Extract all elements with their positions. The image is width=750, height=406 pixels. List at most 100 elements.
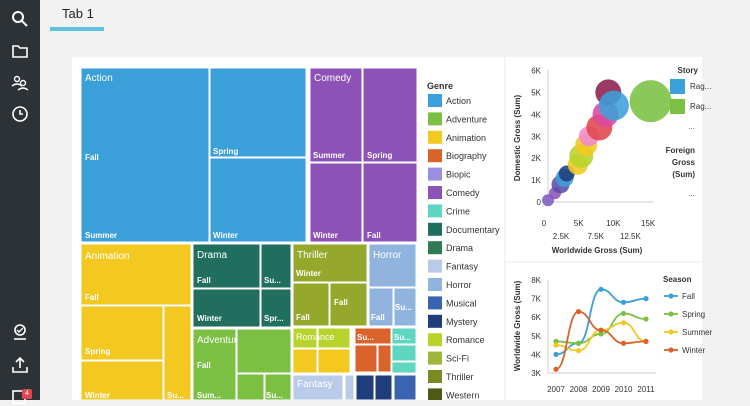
treemap-cell[interactable]: [292, 282, 330, 327]
treemap-cell[interactable]: [393, 374, 417, 400]
season-legend-item[interactable]: Winter: [682, 346, 705, 355]
treemap-cell[interactable]: [192, 328, 237, 400]
treemap-cell[interactable]: [362, 162, 418, 243]
series-point[interactable]: [598, 327, 604, 333]
treemap-cell[interactable]: [317, 327, 351, 349]
clock-icon[interactable]: [11, 105, 29, 123]
series-point[interactable]: [553, 338, 559, 344]
legend-swatch[interactable]: [428, 149, 442, 163]
treemap-cell[interactable]: [309, 162, 363, 243]
series-point[interactable]: [620, 299, 627, 305]
treemap-cell[interactable]: [292, 243, 368, 283]
legend-swatch[interactable]: [428, 112, 442, 126]
line-chart[interactable]: Worldwide Gross (Sum) Season 3K 4K 5K 6K 7K 8…: [513, 275, 713, 394]
legend-swatch[interactable]: [428, 94, 442, 107]
series-point[interactable]: [643, 296, 649, 302]
treemap-cell[interactable]: [209, 67, 307, 158]
treemap[interactable]: Action Fall Summer Spring Winter Comedy Summer…: [80, 67, 418, 400]
treemap-cell[interactable]: [260, 243, 292, 289]
series-point[interactable]: [598, 286, 604, 292]
legend-swatch[interactable]: [428, 259, 442, 273]
bubble-chart[interactable]: Domestic Gross (Sum) Worldwide Gross (Su…: [513, 66, 711, 255]
legend-item[interactable]: Animation: [446, 133, 486, 143]
treemap-cell[interactable]: [393, 287, 417, 327]
series-point[interactable]: [620, 320, 627, 326]
series-line[interactable]: [555, 288, 647, 356]
treemap-cell[interactable]: [368, 243, 417, 288]
treemap-cell[interactable]: [344, 374, 355, 400]
legend-item[interactable]: Musical: [446, 298, 477, 308]
treemap-cell[interactable]: [354, 327, 392, 345]
legend-item[interactable]: Thriller: [446, 372, 474, 382]
treemap-cell[interactable]: [391, 344, 417, 362]
treemap-cell[interactable]: [317, 348, 351, 374]
legend-swatch[interactable]: [428, 204, 442, 218]
series-point[interactable]: [575, 340, 582, 346]
user-check-icon[interactable]: [11, 323, 29, 341]
treemap-cell[interactable]: [260, 288, 292, 328]
series-point[interactable]: [575, 309, 582, 315]
upload-icon[interactable]: [11, 356, 29, 374]
legend-item[interactable]: Biopic: [446, 170, 471, 180]
treemap-cell[interactable]: [163, 305, 192, 400]
treemap-cell[interactable]: [264, 373, 292, 400]
series-point[interactable]: [643, 338, 649, 344]
story-legend-swatch[interactable]: [670, 99, 685, 114]
story-legend-item[interactable]: Rag...: [690, 102, 711, 111]
treemap-cell[interactable]: [329, 282, 368, 327]
treemap-cell[interactable]: [236, 373, 265, 400]
legend-item[interactable]: Comedy: [446, 188, 480, 198]
legend-swatch[interactable]: [428, 296, 442, 310]
legend-item[interactable]: Action: [446, 96, 471, 106]
legend-swatch[interactable]: [428, 222, 442, 236]
treemap-cell[interactable]: [192, 243, 261, 289]
legend-swatch[interactable]: [428, 333, 442, 347]
legend-item[interactable]: Horror: [446, 280, 472, 290]
legend-item[interactable]: Sci-Fi: [446, 354, 469, 364]
treemap-cell[interactable]: [80, 67, 210, 243]
legend-item[interactable]: Documentary: [446, 225, 500, 235]
legend-item[interactable]: Adventure: [446, 114, 487, 124]
legend-swatch[interactable]: [428, 278, 442, 291]
legend-swatch[interactable]: [428, 241, 442, 255]
treemap-cell[interactable]: [292, 327, 318, 349]
treemap-cell[interactable]: [391, 361, 417, 374]
legend-item[interactable]: Biography: [446, 151, 487, 161]
treemap-cell[interactable]: [362, 67, 418, 163]
treemap-cell[interactable]: [80, 360, 164, 400]
treemap-cell[interactable]: [292, 374, 344, 400]
folder-icon[interactable]: [11, 42, 29, 60]
series-line[interactable]: [555, 310, 647, 371]
legend-swatch[interactable]: [428, 130, 442, 144]
legend-swatch[interactable]: [428, 186, 442, 199]
treemap-cell[interactable]: [354, 344, 378, 373]
season-legend-item[interactable]: Summer: [682, 328, 713, 337]
legend-item[interactable]: Crime: [446, 206, 470, 216]
treemap-cell[interactable]: [368, 287, 394, 327]
treemap-cell[interactable]: [374, 374, 393, 400]
series-point[interactable]: [598, 331, 604, 337]
season-legend-item[interactable]: Spring: [682, 310, 705, 319]
legend-item[interactable]: Romance: [446, 335, 485, 345]
legend-swatch[interactable]: [428, 351, 442, 365]
series-point[interactable]: [553, 342, 559, 348]
treemap-cell[interactable]: [209, 157, 307, 243]
series-point[interactable]: [553, 351, 559, 357]
legend-swatch[interactable]: [428, 370, 442, 383]
series-point[interactable]: [643, 316, 649, 322]
treemap-cell[interactable]: [391, 327, 417, 345]
bubble[interactable]: [598, 90, 629, 121]
legend-item[interactable]: Mystery: [446, 317, 478, 327]
treemap-cell[interactable]: [80, 243, 192, 306]
treemap-cell[interactable]: [236, 328, 292, 374]
series-point[interactable]: [620, 310, 627, 317]
treemap-cell[interactable]: [192, 288, 261, 328]
treemap-cell[interactable]: [80, 305, 164, 361]
treemap-cell[interactable]: [292, 348, 318, 374]
legend-item[interactable]: Western: [446, 390, 479, 400]
legend-item[interactable]: Fantasy: [446, 262, 479, 272]
bubble[interactable]: [629, 80, 672, 123]
treemap-cell[interactable]: [309, 67, 363, 163]
treemap-cell[interactable]: [355, 374, 375, 400]
search-icon[interactable]: [11, 10, 29, 28]
